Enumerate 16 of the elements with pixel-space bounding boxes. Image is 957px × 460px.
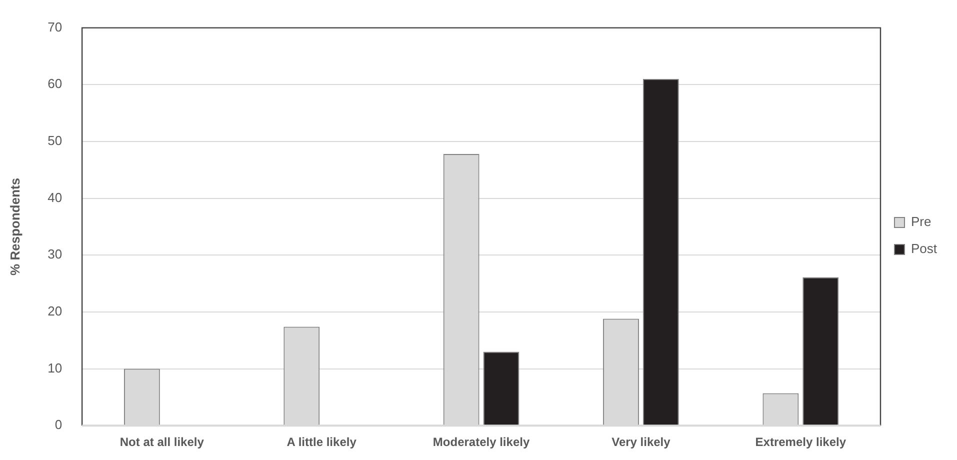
y-tick-label: 40 [48,190,62,205]
y-tick-label: 60 [48,76,62,92]
y-tick-label: 30 [48,246,62,262]
x-tick-label: Very likely [612,435,671,450]
y-tick-label: 0 [54,417,62,432]
x-tick-label: Not at all likely [120,435,204,450]
legend-label: Pre [910,214,932,230]
x-tick-label: A little likely [286,435,357,450]
y-tick-label: 70 [48,19,62,34]
y-tick-label: 50 [48,133,62,148]
y-axis-title: % Respondents [7,178,22,276]
legend-label: Post [910,241,938,256]
y-tick-label: 10 [48,360,62,376]
y-tick-label: 20 [48,304,62,319]
x-tick-label: Moderately likely [432,435,530,450]
x-tick-label: Extremely likely [755,435,846,450]
